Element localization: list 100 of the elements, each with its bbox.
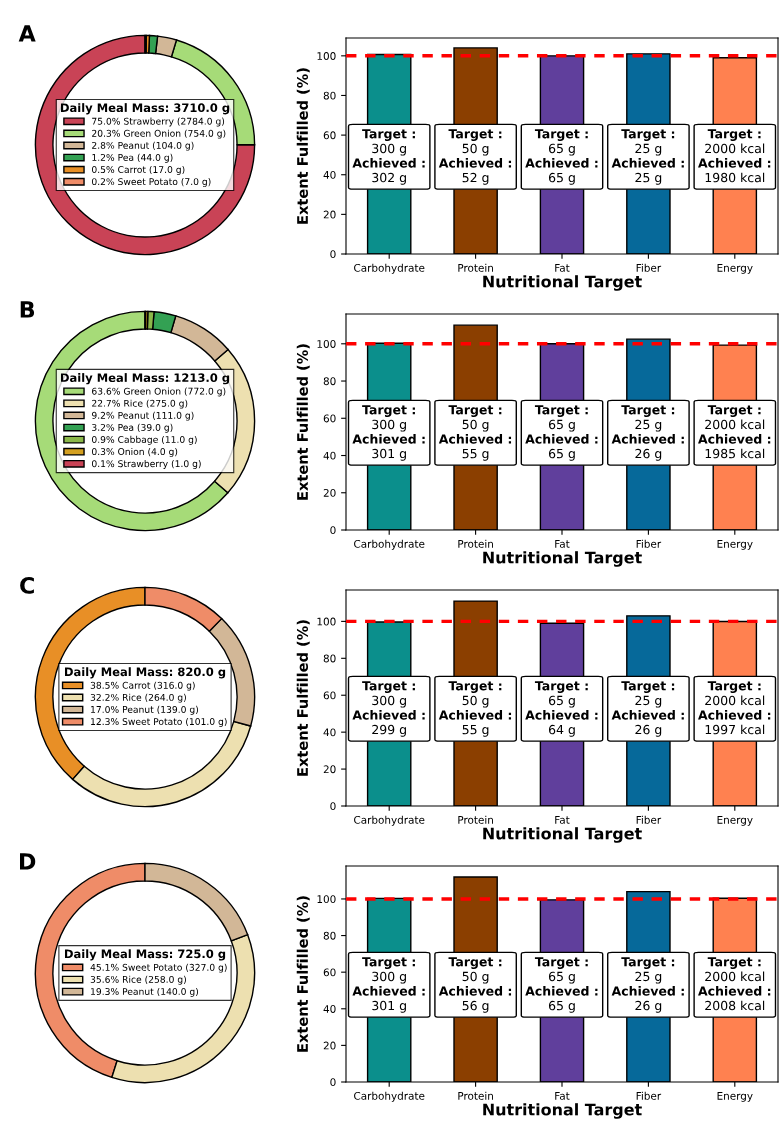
legend-label: 63.6% Green Onion (772.0 g) — [92, 387, 226, 397]
x-tick-label: Fiber — [636, 815, 662, 824]
legend-label: 17.0% Peanut (139.0 g) — [91, 705, 199, 715]
x-axis-title: Nutritional Target — [483, 551, 642, 567]
x-tick-label: Carbohydrate — [354, 1091, 425, 1102]
y-tick-label: 20 — [323, 765, 336, 774]
x-tick-label: Protein — [458, 1091, 493, 1100]
legend-label: 20.3% Green Onion (754.0 g) — [92, 129, 226, 139]
legend-label: 0.3% Onion (4.0 g) — [91, 447, 178, 457]
x-tick-label: Fat — [555, 264, 570, 272]
y-tick-label: 80 — [323, 91, 336, 100]
legend-title: Daily Meal Mass: 820.0 g — [64, 667, 226, 679]
legend-title: Daily Meal Mass: 1213.0 g — [60, 373, 230, 385]
annotation: Target : 50 g Achieved : 52 g — [438, 129, 512, 185]
y-tick-label: 20 — [323, 488, 336, 497]
annotation: Target : 50 g Achieved : 55 g — [438, 681, 512, 737]
annotation: Target : 65 g Achieved : 65 g — [525, 957, 598, 1013]
y-tick-label: 80 — [323, 377, 336, 386]
y-tick-label: 100 — [317, 340, 336, 348]
x-tick-label: Energy — [717, 264, 753, 274]
y-tick-label: 40 — [323, 1005, 336, 1013]
x-tick-label: Fat — [555, 540, 570, 548]
annotation: Target : 300 g Achieved : 301 g — [352, 405, 425, 461]
y-tick-label: 20 — [323, 210, 336, 219]
annotation: Target : 50 g Achieved : 55 g — [438, 405, 512, 461]
y-axis-title: Extent Fulfilled (%) — [296, 344, 310, 500]
x-tick-label: Fiber — [636, 539, 662, 548]
x-axis-title: Nutritional Target — [483, 827, 642, 843]
y-axis-title: Extent Fulfilled (%) — [296, 68, 310, 224]
annotation: Target : 25 g Achieved : 26 g — [611, 681, 684, 737]
legend-title: Daily Meal Mass: 725.0 g — [64, 949, 226, 961]
x-tick-label: Protein — [458, 815, 493, 824]
y-tick-label: 80 — [323, 654, 336, 663]
annotation: Target : 2000 kcal Achieved : 1985 kcal — [698, 405, 771, 459]
annotation: Target : 300 g Achieved : 299 g — [352, 681, 425, 737]
legend-label: 2.8% Peanut (104.0 g) — [92, 141, 194, 151]
chart-title: B — [20, 301, 35, 318]
y-axis-title: Extent Fulfilled (%) — [296, 620, 310, 776]
legend-label: 0.9% Cabbage (11.0 g) — [91, 435, 197, 445]
annotation: Target : 50 g Achieved : 56 g — [438, 957, 512, 1013]
y-tick-label: 40 — [323, 728, 336, 737]
legend-label: 0.2% Sweet Potato (7.0 g) — [91, 178, 211, 187]
annotation: Target : 2000 kcal Achieved : 2008 kcal — [698, 957, 771, 1011]
annotation: Target : 25 g Achieved : 25 g — [611, 129, 684, 185]
legend-label: 0.5% Carrot (17.0 g) — [91, 165, 185, 175]
annotation: Target : 2000 kcal Achieved : 1980 kcal — [698, 129, 771, 183]
y-tick-label: 40 — [323, 170, 336, 179]
x-axis-title: Nutritional Target — [483, 1103, 642, 1119]
chart-title: D — [20, 853, 36, 870]
legend-label: 35.6% Rice (258.0 g) — [90, 975, 186, 985]
y-tick-label: 80 — [323, 931, 336, 940]
legend-label: 32.2% Rice (264.0 g) — [90, 693, 186, 703]
y-tick-label: 100 — [317, 52, 336, 60]
y-tick-label: 60 — [323, 414, 336, 423]
annotation: Target : 65 g Achieved : 65 g — [525, 405, 598, 461]
annotation: Target : 300 g Achieved : 301 g — [352, 957, 425, 1013]
y-tick-label: 0 — [330, 1078, 336, 1087]
chart-title: A — [18, 25, 36, 42]
legend-label: 3.2% Pea (39.0 g) — [92, 423, 173, 433]
legend-label: 1.2% Pea (44.0 g) — [92, 153, 173, 163]
x-tick-label: Fiber — [636, 1091, 662, 1100]
y-tick-label: 0 — [330, 526, 336, 535]
y-tick-label: 100 — [317, 895, 336, 904]
x-tick-label: Fat — [555, 1092, 570, 1100]
annotation: Target : 2000 kcal Achieved : 1997 kcal — [698, 681, 771, 735]
legend-title: Daily Meal Mass: 3710.0 g — [60, 103, 230, 115]
x-axis-title: Nutritional Target — [483, 275, 642, 291]
annotation: Target : 65 g Achieved : 64 g — [525, 681, 598, 737]
x-tick-label: Carbohydrate — [354, 815, 425, 826]
x-tick-label: Energy — [717, 1092, 753, 1102]
x-tick-label: Protein — [458, 539, 493, 548]
x-tick-label: Carbohydrate — [354, 539, 425, 550]
legend-label: 12.3% Sweet Potato (101.0 g) — [91, 717, 227, 727]
legend-label: 38.5% Carrot (316.0 g) — [90, 681, 195, 691]
y-tick-label: 20 — [323, 1041, 336, 1050]
y-tick-label: 60 — [323, 691, 336, 700]
annotation: Target : 25 g Achieved : 26 g — [611, 405, 684, 461]
x-tick-label: Energy — [717, 540, 753, 550]
donut-slice — [34, 34, 256, 256]
y-axis-title: Extent Fulfilled (%) — [296, 896, 310, 1052]
legend-label: 75.0% Strawberry (2784.0 g) — [92, 117, 225, 127]
legend-label: 22.7% Rice (275.0 g) — [92, 399, 188, 409]
y-tick-label: 40 — [323, 451, 336, 460]
y-tick-label: 60 — [323, 968, 336, 977]
x-tick-label: Carbohydrate — [354, 263, 425, 274]
x-tick-label: Protein — [458, 263, 493, 272]
chart-title: C — [20, 577, 34, 594]
x-tick-label: Fiber — [636, 263, 662, 272]
legend-label: 0.1% Strawberry (1.0 g) — [91, 460, 201, 469]
y-tick-label: 100 — [317, 617, 336, 626]
legend-label: 45.1% Sweet Potato (327.0 g) — [90, 963, 227, 973]
y-tick-label: 0 — [330, 802, 336, 811]
x-tick-label: Energy — [717, 816, 753, 826]
annotation: Target : 25 g Achieved : 26 g — [611, 957, 684, 1013]
y-tick-label: 60 — [323, 131, 336, 140]
legend-label: 9.2% Peanut (111.0 g) — [91, 411, 194, 421]
x-tick-label: Fat — [555, 816, 570, 824]
annotation: Target : 65 g Achieved : 65 g — [525, 129, 598, 185]
annotation: Target : 300 g Achieved : 302 g — [352, 129, 425, 185]
legend-label: 19.3% Peanut (140.0 g) — [91, 987, 199, 997]
